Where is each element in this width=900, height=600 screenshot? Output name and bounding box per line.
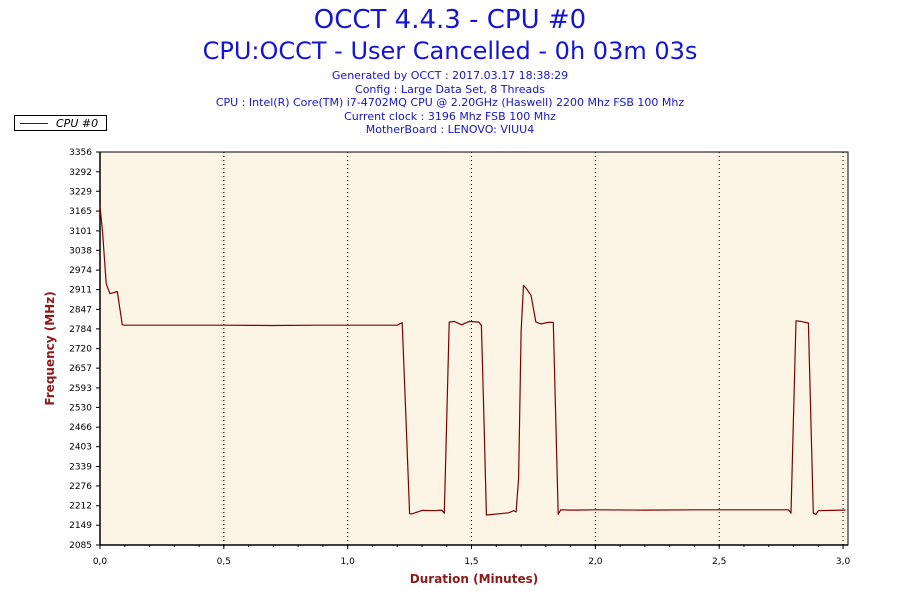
y-tick-label: 3292 xyxy=(69,168,92,178)
y-tick-label: 2530 xyxy=(69,403,92,413)
info-current-clock: Current clock : 3196 Mhz FSB 100 Mhz xyxy=(344,109,556,123)
series-line-cpu0 xyxy=(99,206,846,516)
plot-area xyxy=(99,151,849,546)
x-tick-label: 3,0 xyxy=(836,557,851,567)
info-generated: Generated by OCCT : 2017.03.17 18:38:29 xyxy=(331,69,569,82)
x-tick-label: 1,0 xyxy=(341,557,356,567)
y-tick-label: 3229 xyxy=(69,187,92,197)
y-tick-label: 2085 xyxy=(69,541,92,551)
y-tick-label: 2593 xyxy=(69,384,92,394)
x-tick-label: 2,5 xyxy=(712,557,726,567)
grid-lines xyxy=(223,152,844,545)
y-axis-ticks: 3356 3292 3229 3165 3101 3038 2974 2911 2847 2784… xyxy=(69,148,100,551)
info-config: Config : Large Data Set, 8 Threads xyxy=(355,82,545,96)
x-tick-label: 1,5 xyxy=(464,557,478,567)
x-tick-label: 0,5 xyxy=(217,557,231,567)
info-cpu: CPU : Intel(R) Core(TM) i7-4702MQ CPU @ … xyxy=(215,96,685,109)
y-tick-label: 3038 xyxy=(69,246,92,256)
y-tick-label: 2339 xyxy=(69,462,92,472)
y-tick-label: 2212 xyxy=(69,502,92,512)
legend-swatch xyxy=(20,123,48,124)
info-block: Generated by OCCT : 2017.03.17 18:38:29 … xyxy=(0,69,900,137)
y-tick-label: 2974 xyxy=(69,266,92,276)
legend: CPU #0 xyxy=(14,115,107,131)
legend-label: CPU #0 xyxy=(56,117,99,130)
y-tick-label: 2911 xyxy=(69,286,92,296)
y-tick-label: 2657 xyxy=(69,364,92,374)
x-tick-label: 2,0 xyxy=(588,557,603,567)
y-tick-label: 3165 xyxy=(69,207,92,217)
chart-title: OCCT 4.4.3 - CPU #0 xyxy=(313,5,587,35)
y-tick-label: 2847 xyxy=(69,305,92,315)
x-axis-ticks: 0,0 0,5 1,0 1,5 2,0 2,5 3,0 xyxy=(93,545,851,567)
y-tick-label: 2403 xyxy=(69,443,92,453)
y-tick-label: 2720 xyxy=(69,345,92,355)
info-motherboard: MotherBoard : LENOVO: VIUU4 xyxy=(365,123,535,136)
y-tick-label: 2466 xyxy=(69,423,92,433)
y-tick-label: 3356 xyxy=(69,148,92,158)
chart-subtitle: CPU:OCCT - User Cancelled - 0h 03m 03s xyxy=(202,37,698,65)
y-tick-label: 2276 xyxy=(69,482,92,492)
x-tick-label: 0,0 xyxy=(93,557,108,567)
y-tick-label: 3101 xyxy=(69,227,92,237)
y-tick-label: 2149 xyxy=(69,521,92,531)
y-axis-label: Frequency (MHz) xyxy=(43,291,57,405)
y-tick-label: 2784 xyxy=(69,325,92,335)
x-axis-label: Duration (Minutes) xyxy=(410,572,538,586)
